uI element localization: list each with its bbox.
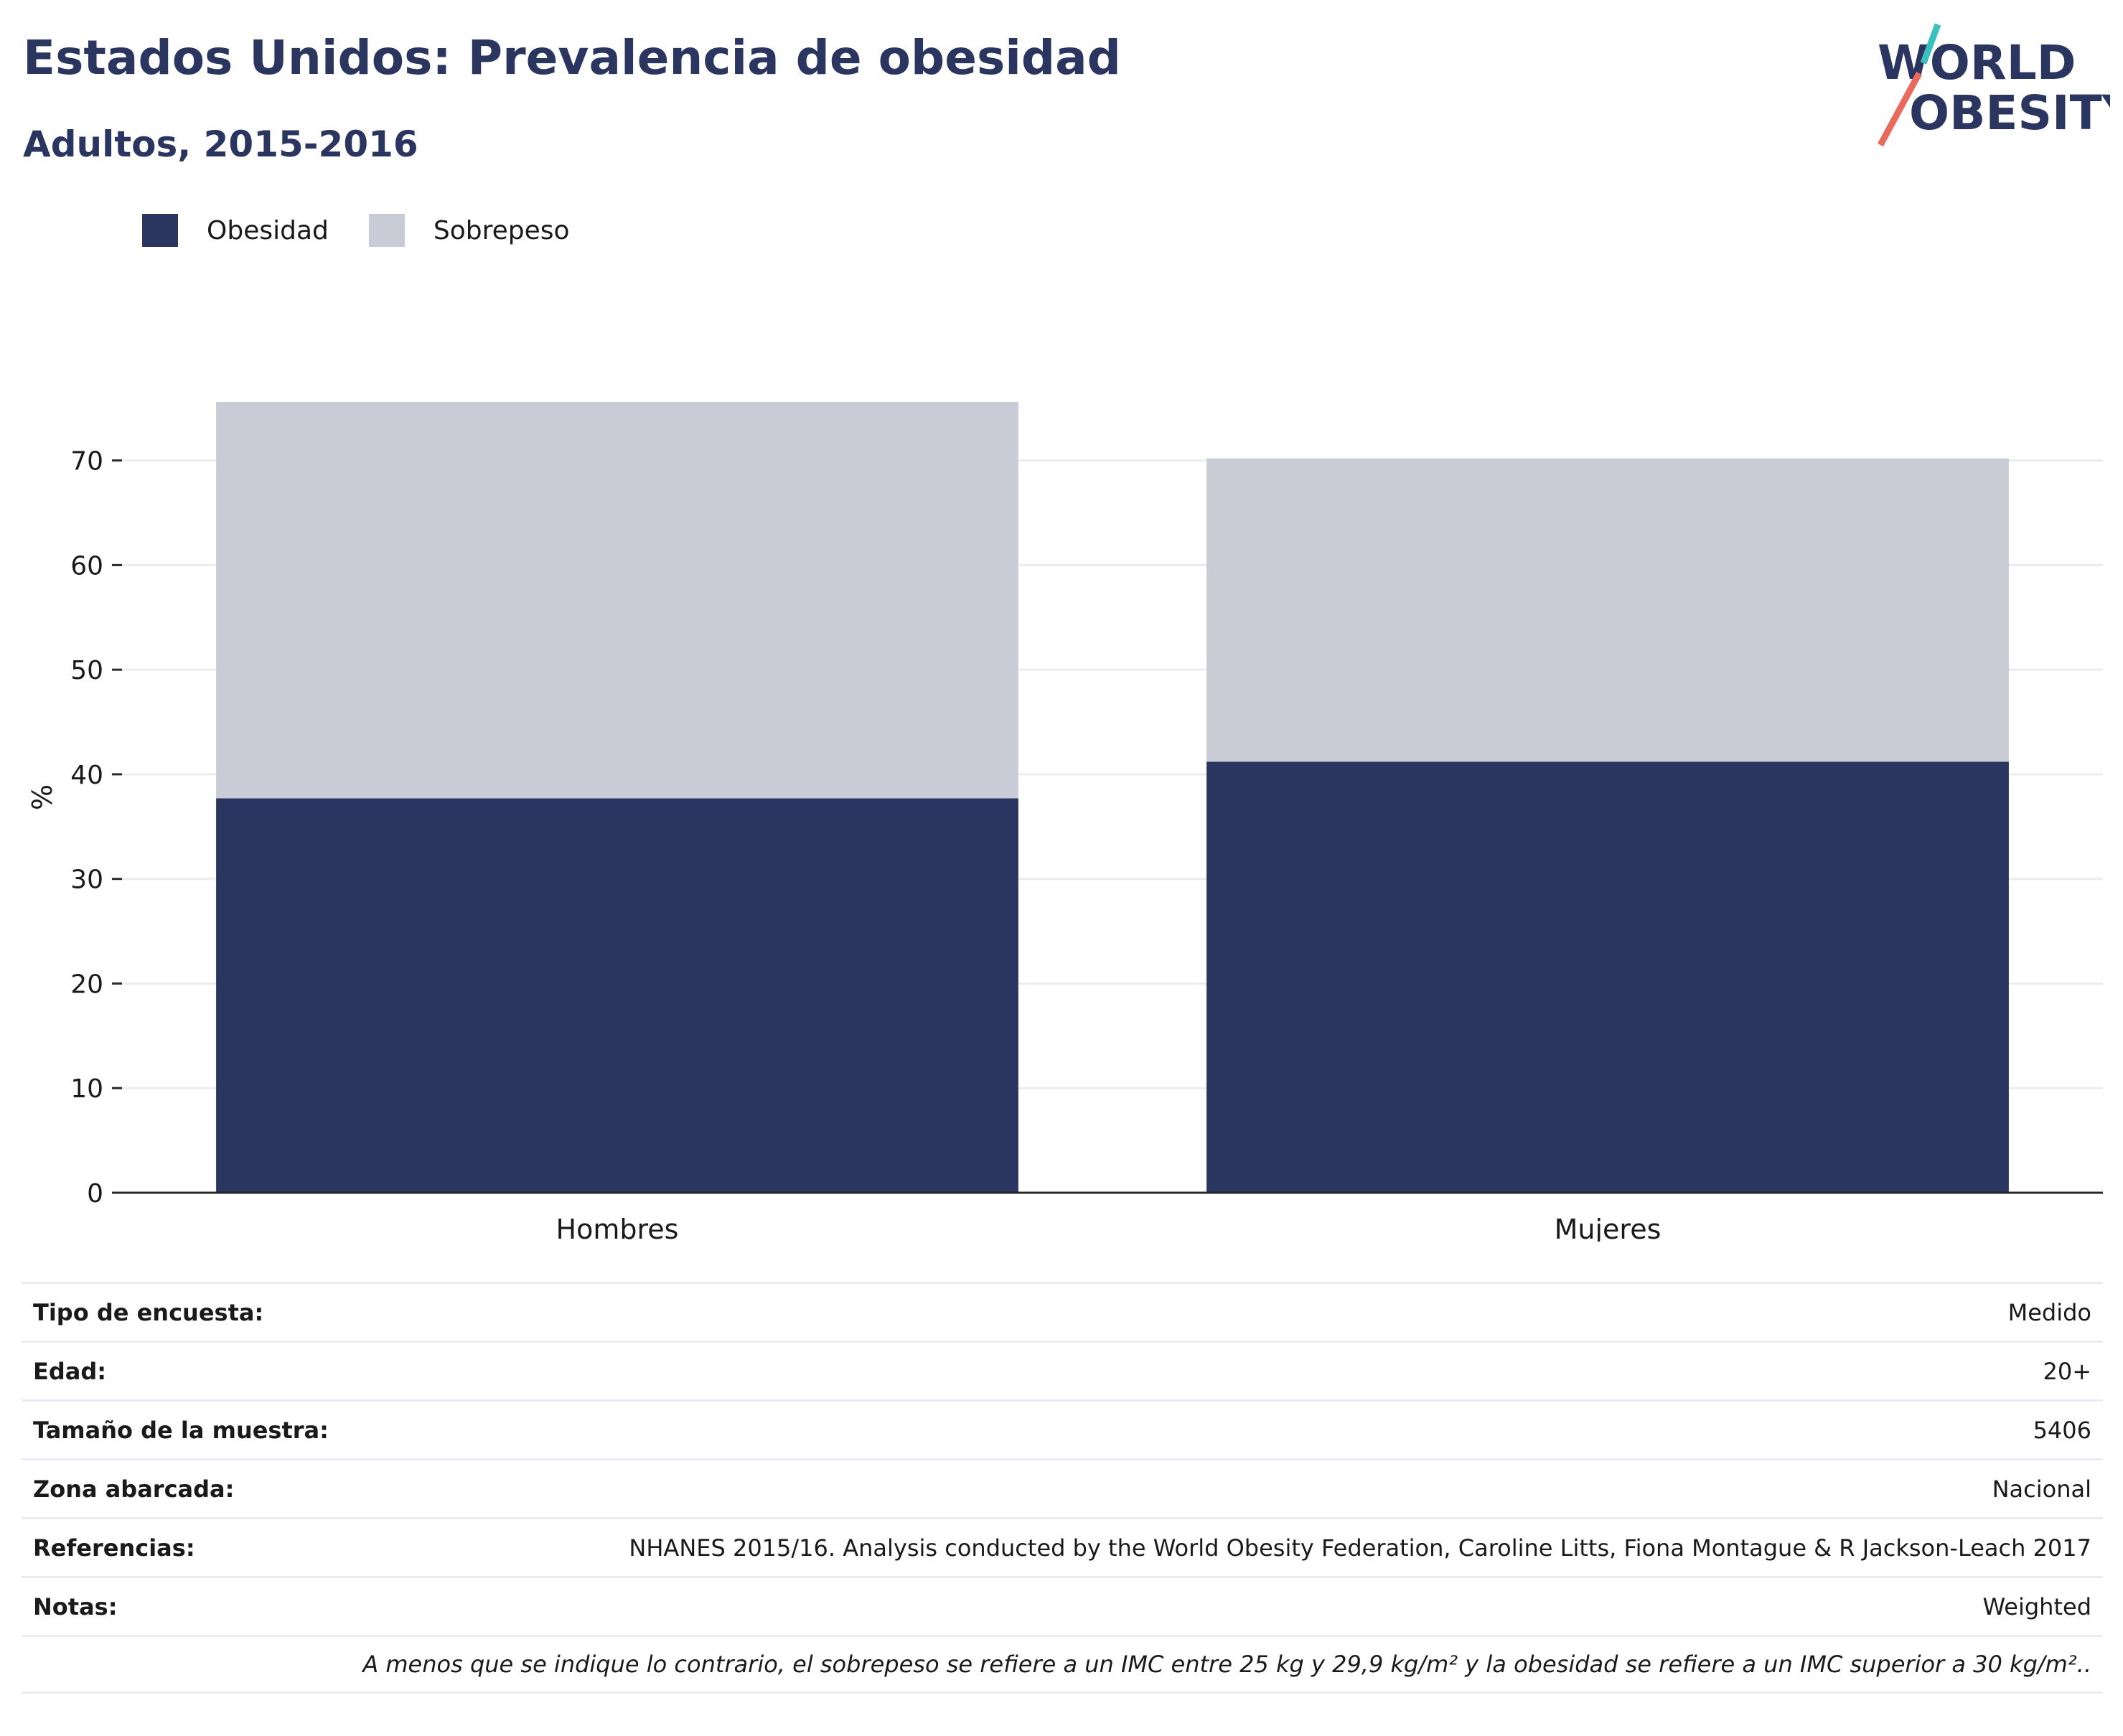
- bar-sobrepeso-hombres: [216, 402, 1018, 799]
- y-tick-label: 30: [70, 865, 103, 895]
- legend: Obesidad Sobrepeso: [142, 214, 610, 247]
- info-label: Zona abarcada:: [33, 1475, 235, 1503]
- info-table: Tipo de encuesta: Medido Edad: 20+ Tamañ…: [22, 1282, 2103, 1694]
- x-tick-label: Mujeres: [1555, 1214, 1662, 1242]
- logo-slash-bottom: [1878, 71, 1922, 147]
- logo-slash-top: [1920, 23, 1941, 65]
- info-row-survey-type: Tipo de encuesta: Medido: [22, 1282, 2103, 1341]
- info-row-references: Referencias: NHANES 2015/16. Analysis co…: [22, 1517, 2103, 1576]
- info-value: Weighted: [1982, 1592, 2091, 1620]
- y-tick-label: 10: [70, 1074, 103, 1104]
- y-tick-label: 50: [70, 656, 103, 685]
- info-value: NHANES 2015/16. Analysis conducted by th…: [629, 1534, 2091, 1562]
- legend-label-obesidad: Obesidad: [207, 215, 329, 245]
- bar-chart: 0 10 20 30 40 50 60 70% Hombres Mujeres: [27, 402, 2103, 1242]
- info-footnote: A menos que se indique lo contrario, el …: [22, 1635, 2103, 1694]
- logo-line-1: WORLD: [1878, 35, 2076, 90]
- info-label: Referencias:: [33, 1534, 195, 1562]
- legend-item-obesidad[interactable]: Obesidad: [142, 214, 329, 247]
- legend-swatch-obesidad: [142, 214, 178, 247]
- logo-line-2: OBESITY: [1909, 85, 2110, 141]
- world-obesity-logo: WORLD OBESITY: [1878, 23, 2110, 147]
- info-row-age: Edad: 20+: [22, 1341, 2103, 1399]
- info-label: Notas:: [33, 1592, 118, 1620]
- legend-item-sobrepeso[interactable]: Sobrepeso: [368, 214, 570, 247]
- info-label: Edad:: [33, 1357, 107, 1385]
- info-label: Tamaño de la muestra:: [33, 1416, 329, 1444]
- y-axis-label: %: [27, 784, 58, 810]
- info-value: 20+: [2043, 1357, 2091, 1385]
- legend-label-sobrepeso: Sobrepeso: [433, 215, 570, 245]
- y-tick-label: 40: [70, 761, 103, 790]
- y-tick-label: 0: [87, 1179, 103, 1209]
- info-value: Medido: [2007, 1298, 2091, 1326]
- info-value: 5406: [2033, 1416, 2091, 1444]
- info-row-area: Zona abarcada: Nacional: [22, 1458, 2103, 1517]
- bar-obesidad-hombres: [216, 798, 1018, 1193]
- y-tick-label: 20: [70, 970, 103, 999]
- info-row-notes: Notas: Weighted: [22, 1576, 2103, 1635]
- legend-swatch-sobrepeso: [368, 214, 405, 247]
- info-value: Nacional: [1992, 1475, 2091, 1503]
- bar-obesidad-mujeres: [1206, 761, 2009, 1193]
- x-tick-label: Hombres: [556, 1214, 679, 1242]
- info-label: Tipo de encuesta:: [33, 1298, 264, 1326]
- y-tick-label: 70: [70, 447, 103, 477]
- y-tick-label: 60: [70, 551, 103, 581]
- footnote-text: A menos que se indique lo contrario, el …: [362, 1651, 2091, 1678]
- chart-subtitle: Adultos, 2015-2016: [23, 123, 418, 165]
- info-row-sample-size: Tamaño de la muestra: 5406: [22, 1399, 2103, 1458]
- bar-sobrepeso-mujeres: [1206, 458, 2009, 762]
- chart-title: Estados Unidos: Prevalencia de obesidad: [23, 30, 1121, 85]
